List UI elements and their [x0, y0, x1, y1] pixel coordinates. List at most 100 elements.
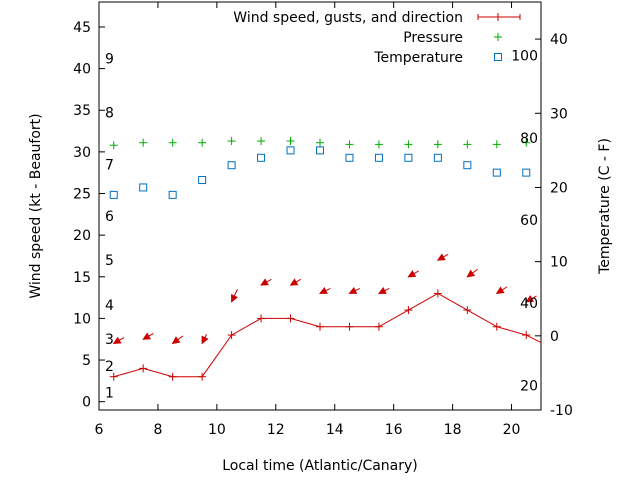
temperature-point	[433, 153, 442, 162]
beaufort-label: 6	[105, 209, 114, 225]
beaufort-label: 3	[105, 332, 114, 348]
temperature-series	[109, 146, 531, 199]
fahrenheit-label: 40	[520, 296, 538, 312]
x-tick-label: 6	[95, 422, 104, 438]
pressure-point	[198, 138, 207, 147]
legend-marker	[494, 13, 502, 21]
wind-point	[168, 372, 177, 381]
y2-axis-label: Temperature (C - F)	[597, 138, 613, 275]
temperature-point	[522, 168, 531, 177]
temperature-point	[316, 146, 324, 155]
temperature-point	[463, 161, 472, 170]
fahrenheit-label: 20	[520, 379, 538, 395]
y2-tick-label: 40	[550, 32, 568, 48]
wind-point	[345, 322, 354, 331]
pressure-point	[463, 140, 472, 149]
pressure-series	[109, 137, 531, 150]
y-tick-label: 5	[82, 353, 91, 369]
y2-tick-label: -10	[550, 403, 573, 419]
wind-arrow	[318, 287, 331, 294]
legend-label: Pressure	[403, 30, 463, 46]
wind-arrow	[436, 253, 449, 261]
wind-point	[227, 331, 236, 340]
x-tick-label: 10	[208, 422, 226, 438]
y-tick-label: 35	[73, 103, 91, 119]
y-tick-label: 20	[73, 228, 91, 244]
temperature-point	[257, 153, 266, 162]
plot-frame	[98, 1, 542, 411]
wind-point	[463, 306, 472, 315]
x-tick-label: 12	[267, 422, 285, 438]
x-tick-label: 8	[153, 422, 162, 438]
wind-arrow	[495, 286, 508, 295]
wind-point	[257, 314, 266, 323]
fahrenheit-label: 100	[511, 48, 538, 64]
wind-point	[374, 322, 383, 331]
wind-arrow	[201, 334, 209, 345]
y2-tick-label: 20	[550, 180, 568, 196]
wind-arrow	[260, 278, 272, 286]
legend-marker	[494, 33, 502, 41]
pressure-point	[286, 137, 295, 146]
wind-point	[404, 306, 413, 315]
wind-line	[113, 292, 541, 378]
pressure-point	[522, 138, 531, 147]
beaufort-label: 2	[105, 359, 114, 375]
y2-tick-label: 30	[550, 106, 568, 122]
beaufort-label: 5	[105, 253, 114, 269]
y2-tick-label: 0	[550, 329, 559, 345]
temperature-point	[404, 153, 413, 162]
pressure-point	[345, 140, 354, 149]
y-tick-label: 10	[73, 311, 91, 327]
wind-arrow	[231, 289, 238, 303]
wind-arrow	[289, 278, 302, 286]
wind-arrow	[407, 270, 419, 278]
x-tick-label: 20	[503, 422, 521, 438]
temperature-point	[374, 153, 383, 162]
wind-arrow	[171, 335, 184, 345]
y-tick-label: 15	[73, 270, 91, 286]
wind-arrow	[142, 332, 154, 340]
temperature-point	[168, 190, 177, 199]
x-tick-label: 14	[326, 422, 344, 438]
legend-label: Wind speed, gusts, and direction	[233, 10, 463, 26]
temperature-point	[109, 190, 118, 199]
x-axis-label: Local time (Atlantic/Canary)	[222, 458, 418, 474]
wind-arrow	[377, 287, 390, 294]
fahrenheit-label: 80	[520, 131, 538, 147]
pressure-point	[109, 141, 118, 150]
temperature-point	[345, 153, 354, 162]
wind-arrow	[466, 268, 478, 278]
axes-layer	[98, 1, 542, 411]
pressure-point	[227, 137, 236, 146]
temperature-point	[492, 168, 501, 177]
y-tick-label: 30	[73, 145, 91, 161]
legend: Wind speed, gusts, and direction Pressure…	[233, 10, 521, 66]
wind-point	[198, 372, 207, 381]
wind-point	[316, 322, 324, 331]
pressure-point	[433, 140, 442, 149]
wind-point	[139, 364, 148, 373]
legend-label: Temperature	[373, 50, 463, 66]
pressure-point	[316, 138, 324, 147]
temperature-point	[198, 176, 207, 185]
wind-point	[522, 331, 531, 340]
y-tick-label: 25	[73, 187, 91, 203]
y2-tick-label: 10	[550, 255, 568, 271]
wind-series	[109, 289, 541, 381]
wind-point	[286, 314, 295, 323]
y-tick-label: 0	[82, 395, 91, 411]
temperature-point	[286, 146, 295, 155]
beaufort-label: 1	[105, 386, 114, 402]
y-tick-label: 40	[73, 62, 91, 78]
pressure-point	[492, 140, 501, 149]
series-layer	[109, 137, 541, 381]
legend-marker	[494, 53, 502, 61]
beaufort-label: 4	[105, 298, 114, 314]
wind-point	[433, 289, 442, 298]
wind-arrows	[112, 253, 537, 345]
pressure-point	[139, 138, 148, 147]
wind-point	[109, 372, 118, 381]
beaufort-label: 9	[105, 52, 114, 68]
